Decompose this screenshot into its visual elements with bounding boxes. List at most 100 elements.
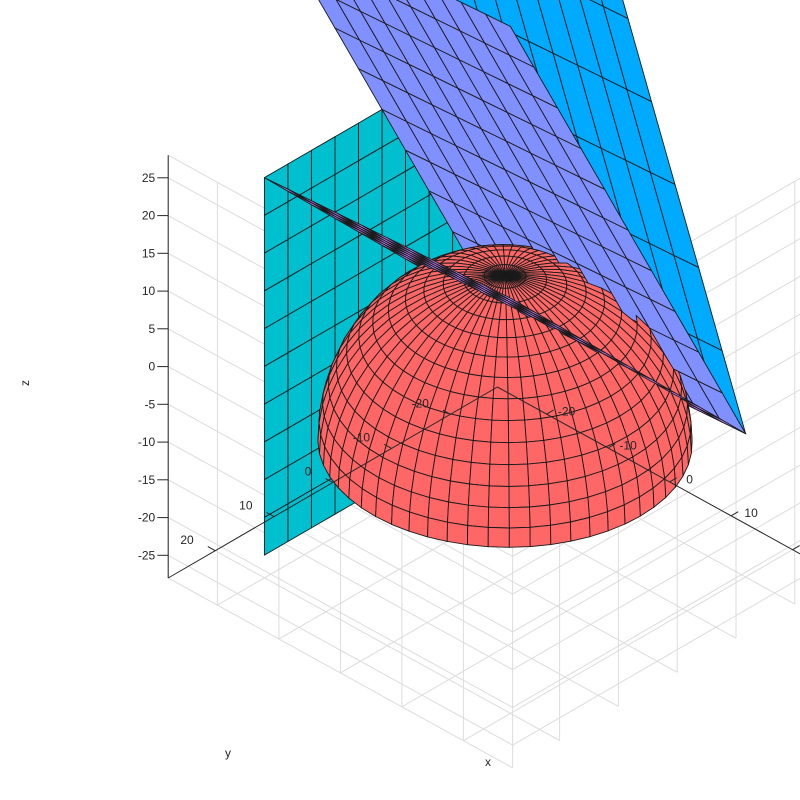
grid-line-side-z	[512, 426, 800, 595]
grid-line-back-z	[167, 517, 513, 708]
dome-cell	[477, 375, 495, 399]
dome-cell	[495, 337, 508, 358]
dome-cell	[506, 356, 522, 379]
x-tick-mark	[792, 545, 800, 551]
z-tick-label: -5	[145, 397, 156, 411]
grid-line-floor-y	[273, 516, 619, 707]
dome-cell	[508, 463, 530, 487]
dome-cell	[508, 441, 529, 466]
plane-mid-cell	[395, 0, 413, 8]
dome-cell	[434, 433, 457, 461]
z-tick-label: -15	[138, 473, 156, 487]
dome-cell	[491, 397, 509, 422]
y-tick-label: -20	[412, 396, 430, 410]
z-tick-label: -10	[138, 435, 156, 449]
dome-cell	[522, 396, 542, 421]
dome-cell	[527, 461, 549, 487]
x-tick-label: 0	[686, 472, 693, 486]
y-tick-mark	[266, 512, 275, 518]
z-tick-label: 20	[142, 209, 156, 223]
plane-mid-cell	[336, 0, 362, 13]
tick-labels: -20 -10 0 10 20 -20 -10 0 10 20 -25 -20 -15 -10 -5 0 5 10…	[138, 171, 758, 562]
grid-line-back-z	[167, 554, 513, 746]
x-axis-label: x	[485, 755, 491, 769]
y-tick-mark	[207, 546, 216, 552]
plane-vertical-cell	[263, 503, 289, 556]
z-tick-label: 15	[142, 246, 156, 260]
plane-mid-cell	[318, 0, 361, 42]
dome-cell	[469, 461, 491, 487]
z-tick-label: 0	[149, 360, 156, 374]
grid-line-side-z	[512, 577, 800, 746]
dome-cell	[524, 418, 545, 443]
dome-cell	[470, 440, 492, 465]
dome-cell	[475, 396, 494, 421]
grid-line-back-z	[167, 441, 513, 633]
dome-cell	[448, 480, 471, 506]
dome-cell	[467, 483, 490, 508]
z-tick-label: 25	[142, 171, 156, 185]
dome-cell	[488, 463, 510, 487]
dome-cell	[494, 356, 509, 379]
dome-cell	[547, 480, 570, 506]
axes-lines	[157, 155, 800, 579]
dome-cell	[490, 419, 510, 444]
grid-line-side-z	[512, 502, 800, 671]
y-tick-label: -10	[353, 431, 371, 445]
dome-cell	[467, 504, 490, 528]
y-tick-label: 20	[180, 533, 194, 547]
dome-cell	[508, 506, 531, 529]
dome-cell	[446, 521, 469, 546]
grid-line-floor-y	[214, 550, 560, 741]
x-tick-mark	[546, 409, 554, 415]
x-tick-mark	[730, 511, 739, 517]
x-tick-label: -20	[558, 405, 576, 419]
y-tick-mark	[383, 443, 392, 449]
plane-mid-cell	[424, 0, 462, 32]
dome-cell	[529, 504, 551, 528]
plane-mid-cell	[353, 0, 387, 25]
y-tick-mark	[325, 477, 334, 483]
dome-cell	[447, 501, 469, 527]
z-tick-label: -20	[138, 511, 156, 525]
dome-cell	[507, 419, 527, 444]
plane-mid-cell	[484, 13, 536, 69]
dome-cell	[487, 506, 510, 529]
z-axis-label: z	[18, 380, 32, 386]
dome-cell	[507, 397, 526, 422]
y-axis-label: y	[225, 746, 231, 760]
dome-cell	[497, 319, 508, 339]
dome-cell	[452, 437, 474, 463]
z-tick-label: 10	[142, 284, 156, 298]
dome-cell	[508, 485, 530, 509]
dome-cell	[427, 517, 448, 542]
dome-cell	[549, 501, 571, 526]
dome-cell	[489, 441, 510, 466]
dome-cell	[507, 376, 524, 400]
grid-line-side-z	[512, 540, 800, 708]
box-edge	[167, 577, 513, 769]
plane-flat-cell	[485, 285, 535, 313]
x-tick-label: 10	[744, 506, 758, 520]
grid-line-back-z	[167, 479, 513, 671]
dome-cell	[529, 524, 552, 548]
dome-cell	[508, 526, 531, 548]
y-tick-label: 10	[239, 499, 253, 513]
dome-cell	[472, 418, 493, 443]
y-tick-mark	[442, 409, 451, 415]
dome-cell	[528, 483, 551, 508]
z-tick-label: -25	[138, 548, 156, 562]
dome-cell	[550, 521, 572, 546]
dome-cell	[467, 525, 489, 548]
dome-cell	[455, 415, 477, 442]
dome-cell	[525, 439, 547, 465]
surface-layer	[263, 0, 747, 556]
dome-cell	[569, 516, 591, 542]
dome-cell	[488, 485, 510, 509]
z-tick-label: 5	[149, 322, 156, 336]
dome-cell	[449, 458, 472, 485]
dome-cell	[506, 336, 519, 358]
dome-cell	[543, 437, 565, 463]
x-tick-mark	[669, 477, 677, 483]
y-tick-label: 0	[305, 465, 312, 479]
